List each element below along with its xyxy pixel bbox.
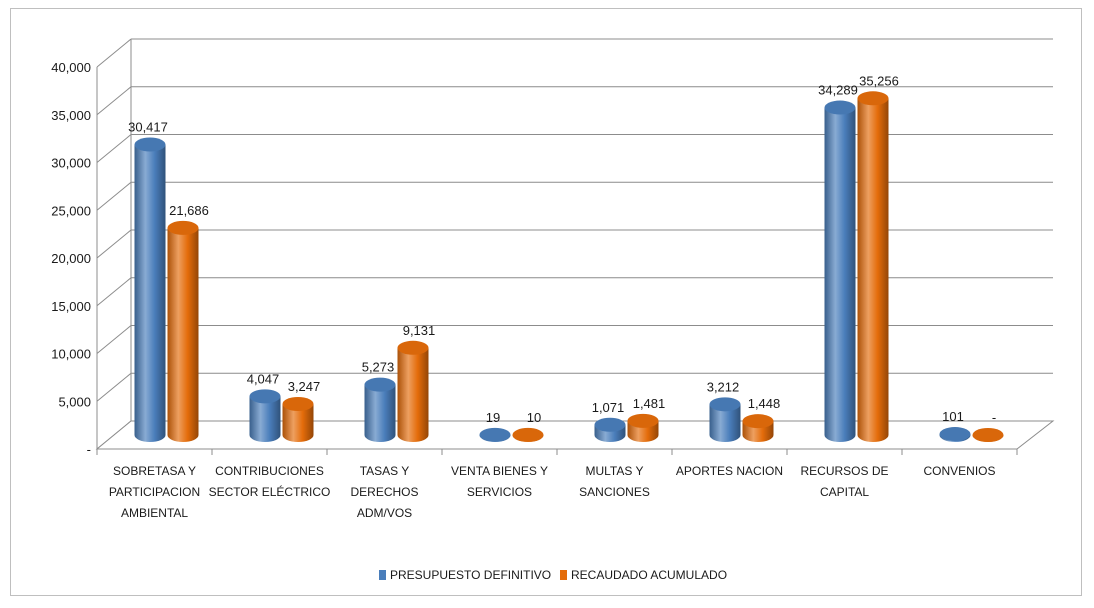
category-label: CONTRIBUCIONES (215, 464, 324, 478)
category-label: DERECHOS (350, 485, 418, 499)
data-label: 4,047 (247, 371, 280, 386)
bar-top (742, 414, 774, 429)
data-label: 35,256 (859, 73, 899, 88)
category-label: RECURSOS DE (800, 464, 888, 478)
bar-recaudado (742, 414, 774, 443)
y-tick-label: 40,000 (51, 60, 91, 75)
bar-body (364, 384, 396, 443)
data-label: 3,212 (707, 379, 740, 394)
gridline-side (96, 229, 132, 259)
category-label: SECTOR ELÉCTRICO (209, 484, 331, 499)
data-label: 9,131 (403, 323, 436, 338)
y-tick-label: 35,000 (51, 108, 91, 123)
bar-top (364, 377, 396, 392)
data-label: 3,247 (288, 379, 321, 394)
category-label: VENTA BIENES Y (451, 464, 548, 478)
bar-presupuesto (134, 137, 166, 443)
chart-frame: - 5,000 10,000 15,000 20,000 25,000 30,000 35,0… (10, 8, 1082, 596)
bar-top (282, 396, 314, 411)
bar-presupuesto (594, 417, 626, 443)
category-label: MULTAS Y (585, 464, 643, 478)
category-label: TASAS Y (360, 464, 410, 478)
y-tick-label: 30,000 (51, 156, 91, 171)
bar-top (134, 137, 166, 152)
bar-top (972, 428, 1004, 442)
y-tick-label: 15,000 (51, 299, 91, 314)
bar-top (709, 397, 741, 412)
data-label: 101 (942, 409, 964, 424)
data-label: 30,417 (128, 120, 168, 135)
legend-label: PRESUPUESTO DEFINITIVO (390, 568, 551, 582)
bar-body (282, 403, 314, 443)
bar-presupuesto (364, 377, 396, 443)
gridline-side (96, 181, 132, 211)
category-label: ADM/VOS (357, 506, 412, 520)
bar-presupuesto (824, 100, 856, 443)
category-label: SERVICIOS (467, 485, 532, 499)
bar-body (397, 347, 429, 443)
category-label: CONVENIOS (923, 464, 995, 478)
gridline-side (96, 86, 132, 116)
data-label: 1,481 (633, 396, 666, 411)
data-label: 19 (486, 410, 500, 425)
bar-chart: - 5,000 10,000 15,000 20,000 25,000 30,000 35,0… (51, 38, 1055, 582)
bar-top (939, 427, 971, 442)
bar-body (134, 144, 166, 443)
bar-body (167, 227, 199, 443)
legend-swatch (560, 570, 567, 580)
bar-recaudado (167, 220, 199, 443)
bar-top (627, 413, 659, 428)
bar-top (824, 100, 856, 115)
gridline-side (96, 277, 132, 307)
y-tick-label: 5,000 (58, 394, 91, 409)
bar-recaudado (627, 413, 659, 443)
gridline-side (96, 372, 132, 402)
bar-top (249, 389, 281, 404)
bar-body (249, 396, 281, 443)
bar-presupuesto (479, 427, 511, 443)
y-tick-label: 10,000 (51, 347, 91, 362)
data-label: - (992, 410, 996, 425)
y-tick-label: 20,000 (51, 251, 91, 266)
bar-top (167, 220, 199, 235)
bar-top (512, 427, 544, 442)
bar-recaudado (397, 340, 429, 443)
data-label: 1,071 (592, 400, 625, 415)
bar-recaudado (972, 428, 1004, 443)
bar-top (857, 91, 889, 106)
y-tick-label: - (87, 442, 91, 457)
bar-body (857, 98, 889, 443)
data-label: 5,273 (362, 360, 395, 375)
category-label: APORTES NACION (676, 464, 783, 478)
y-tick-label: 25,000 (51, 203, 91, 218)
bar-body (824, 107, 856, 443)
bar-presupuesto (939, 427, 971, 443)
bar-recaudado (857, 91, 889, 443)
category-label: PARTICIPACION (109, 485, 200, 499)
legend-label: RECAUDADO ACUMULADO (571, 568, 727, 582)
category-label: SANCIONES (579, 485, 650, 499)
gridline-side (96, 325, 132, 354)
bar-top (479, 427, 511, 442)
category-label: SOBRETASA Y (113, 464, 196, 478)
data-label: 21,686 (169, 203, 209, 218)
chart-floor (95, 420, 1055, 450)
bar-top (397, 340, 429, 355)
category-label: AMBIENTAL (121, 506, 188, 520)
category-label: CAPITAL (820, 485, 869, 499)
bar-presupuesto (249, 389, 281, 443)
gridline-side (96, 38, 132, 68)
data-label: 1,448 (748, 396, 781, 411)
bar-recaudado (512, 427, 544, 443)
bar-top (594, 417, 626, 432)
data-label: 10 (527, 410, 541, 425)
bar-recaudado (282, 396, 314, 443)
gridline-side (96, 134, 132, 163)
bar-body (709, 404, 741, 443)
data-label: 34,289 (818, 83, 858, 98)
legend-swatch (379, 570, 386, 580)
bar-presupuesto (709, 397, 741, 443)
